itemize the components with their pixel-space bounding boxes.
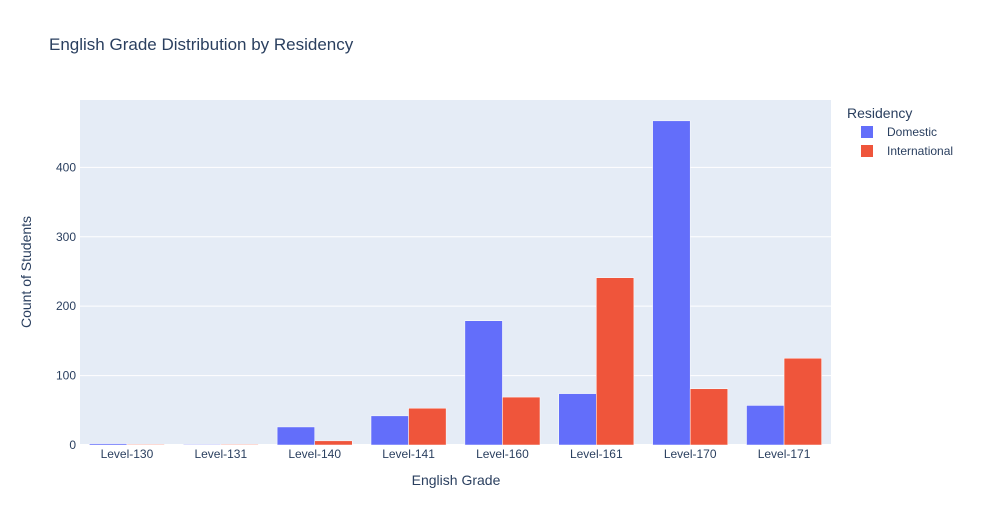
bar-domestic-level-131[interactable] (183, 444, 222, 446)
x-tick-label: Level-140 (288, 447, 341, 461)
bar-international-level-141[interactable] (408, 407, 447, 446)
bar-domestic-level-161[interactable] (558, 393, 597, 446)
chart-title: English Grade Distribution by Residency (49, 35, 354, 54)
bar-international-level-160[interactable] (502, 396, 541, 446)
legend[interactable]: Residency Domestic International (847, 105, 953, 158)
x-tick-label: Level-130 (101, 447, 154, 461)
y-tick-label: 0 (69, 438, 76, 452)
x-tick-label: Level-141 (382, 447, 435, 461)
y-tick-label: 200 (56, 299, 76, 313)
x-tick-label: Level-171 (758, 447, 811, 461)
bar-international-level-170[interactable] (689, 388, 728, 446)
legend-swatch (861, 145, 873, 157)
bar-international-level-171[interactable] (783, 357, 822, 446)
y-axis-ticks: 0 100 200 300 400 (56, 160, 76, 452)
plot-area (80, 100, 831, 445)
bar-domestic-level-140[interactable] (276, 426, 315, 446)
x-tick-label: Level-161 (570, 447, 623, 461)
y-tick-label: 100 (56, 369, 76, 383)
y-tick-label: 300 (56, 230, 76, 244)
bar-domestic-level-141[interactable] (370, 415, 409, 446)
legend-title: Residency (847, 105, 912, 121)
legend-swatch (861, 126, 873, 138)
x-tick-label: Level-131 (194, 447, 247, 461)
x-tick-label: Level-170 (664, 447, 717, 461)
bar-domestic-level-170[interactable] (652, 120, 691, 446)
legend-item-domestic[interactable]: Domestic (861, 125, 937, 139)
y-tick-label: 400 (56, 160, 76, 174)
bar-domestic-level-171[interactable] (746, 405, 785, 446)
legend-label: Domestic (887, 125, 937, 139)
x-tick-label: Level-160 (476, 447, 529, 461)
bar-domestic-level-130[interactable] (89, 443, 128, 446)
bar-international-level-131[interactable] (220, 444, 259, 446)
bar-international-level-161[interactable] (596, 277, 635, 446)
bar-international-level-140[interactable] (314, 440, 353, 446)
y-axis-title: Count of Students (18, 216, 34, 328)
bars (89, 120, 822, 446)
legend-label: International (887, 144, 953, 158)
bar-domestic-level-160[interactable] (464, 320, 503, 446)
legend-item-international[interactable]: International (861, 144, 953, 158)
bar-international-level-130[interactable] (126, 444, 165, 446)
x-axis-title: English Grade (412, 472, 501, 488)
x-axis-ticks: Level-130 Level-131 Level-140 Level-141 Leve… (101, 447, 811, 461)
